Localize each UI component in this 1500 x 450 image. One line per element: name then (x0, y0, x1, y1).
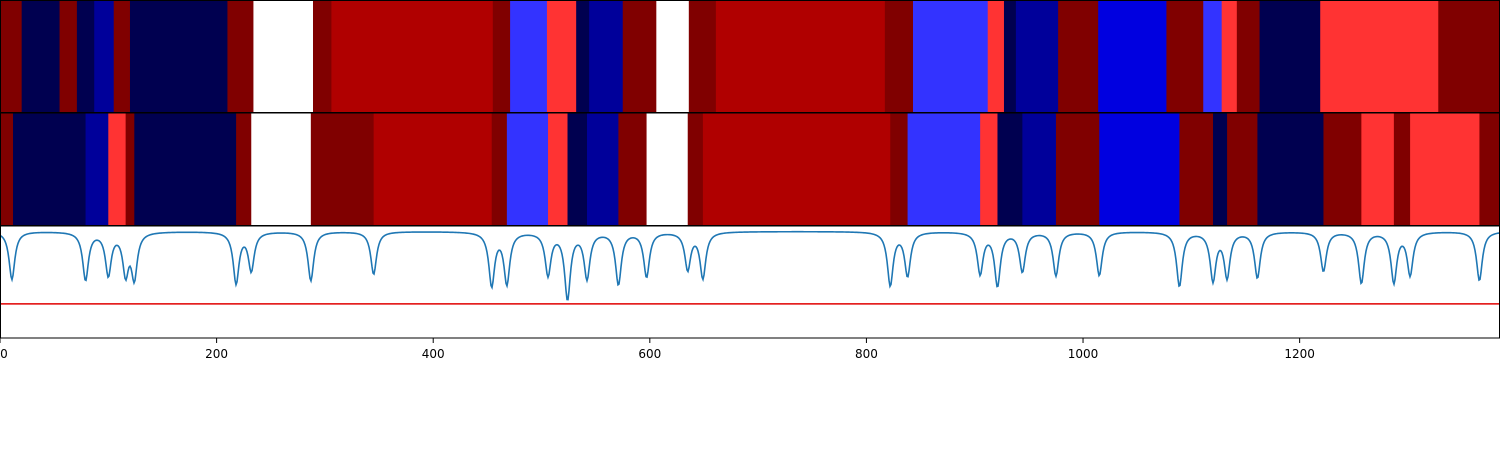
heatmap-cell-r2-27 (1179, 113, 1214, 225)
heatmap-cell-r2-31 (1323, 113, 1362, 225)
heatmap-cell-r2-28 (1212, 113, 1228, 225)
heatmap-cell-r1-15 (576, 0, 590, 112)
heatmap-cell-r1-4 (76, 0, 95, 112)
heatmap-cell-r1-2 (21, 0, 61, 112)
heatmap-cell-r2-14 (567, 113, 588, 225)
heatmap-cell-r2-1 (0, 113, 14, 225)
heatmap-cell-r2-12 (506, 113, 549, 225)
heatmap-cell-r2-10 (373, 113, 493, 225)
heatmap-cell-r1-17 (622, 0, 657, 112)
heatmap-cell-r2-18 (687, 113, 704, 225)
heatmap-cell-r2-24 (1022, 113, 1057, 225)
heatmap-cell-r2-16 (618, 113, 648, 225)
heatmap-cell-r1-18 (656, 0, 690, 112)
heatmap-cell-r1-14 (546, 0, 577, 112)
heatmap-cell-r2-4 (108, 113, 127, 225)
heatmap-cell-r2-34 (1410, 113, 1480, 225)
heatmap-cell-r2-33 (1393, 113, 1411, 225)
heatmap-cell-r1-5 (94, 0, 115, 112)
heatmap-cell-r2-13 (548, 113, 569, 225)
heatmap-cell-r1-24 (1003, 0, 1017, 112)
heatmap-cell-r2-8 (251, 113, 312, 225)
heatmap-cell-r1-21 (884, 0, 914, 112)
heatmap-cell-r2-17 (646, 113, 689, 225)
heatmap-cell-r1-12 (492, 0, 511, 112)
heatmap-cell-r2-20 (890, 113, 909, 225)
heatmap-cell-r1-8 (227, 0, 254, 112)
heatmap-cell-r2-23 (997, 113, 1023, 225)
x-tick-label: 400 (422, 347, 445, 361)
heatmap-cell-r1-32 (1259, 0, 1321, 112)
heatmap-cell-r1-11 (331, 0, 494, 112)
heatmap-cell-r2-25 (1055, 113, 1100, 225)
heatmap-cell-r1-25 (1015, 0, 1059, 112)
heatmap-cell-r2-5 (125, 113, 135, 225)
heatmap-cell-r1-16 (589, 0, 624, 112)
heatmap-cell-r1-29 (1203, 0, 1223, 112)
signal-line (0, 230, 1500, 301)
heatmap-cell-r2-21 (907, 113, 981, 225)
heatmap-cell-r2-22 (980, 113, 998, 225)
x-tick-label: 800 (855, 347, 878, 361)
heatmap-cell-r1-28 (1166, 0, 1204, 112)
heatmap-cell-r1-7 (129, 0, 228, 112)
heatmap-cell-r2-2 (12, 113, 87, 225)
heatmap-cell-r1-30 (1221, 0, 1238, 112)
signal-background (0, 226, 1500, 338)
heatmap-cell-r2-15 (587, 113, 619, 225)
heatmap-cell-r2-9 (310, 113, 375, 225)
heatmap-cell-r2-35 (1479, 113, 1500, 225)
heatmap-cell-r1-1 (0, 0, 23, 112)
heatmap-cell-r1-22 (912, 0, 989, 112)
heatmap-cell-r2-11 (491, 113, 508, 225)
signal-panel (0, 226, 1500, 338)
x-tick-label: 200 (205, 347, 228, 361)
heatmap-cell-r2-26 (1099, 113, 1180, 225)
heatmap-cell-r1-34 (1438, 0, 1500, 112)
x-tick-label: 600 (638, 347, 661, 361)
heatmap-cell-r1-23 (987, 0, 1005, 112)
heatmap-row-2 (0, 113, 1500, 225)
heatmap-cell-r1-27 (1098, 0, 1167, 112)
x-tick-label: 0 (0, 347, 8, 361)
x-axis: 0 200 400 600 800 1000 1200 (0, 338, 1315, 361)
heatmap-cell-r2-32 (1361, 113, 1395, 225)
heatmap-cell-r1-3 (59, 0, 78, 112)
x-tick-label: 1000 (1068, 347, 1099, 361)
heatmap-cell-r2-19 (702, 113, 891, 225)
heatmap-row-1 (0, 0, 1500, 112)
heatmap-cell-r1-33 (1320, 0, 1439, 112)
heatmap-cell-r1-10 (312, 0, 332, 112)
heatmap-cell-r1-20 (715, 0, 886, 112)
heatmap-cell-r1-6 (113, 0, 131, 112)
heatmap-cell-r1-31 (1236, 0, 1261, 112)
heatmap-cell-r2-29 (1227, 113, 1258, 225)
heatmap-cell-r2-6 (134, 113, 237, 225)
heatmap-cell-r1-26 (1058, 0, 1099, 112)
x-tick-label: 1200 (1284, 347, 1315, 361)
heatmap-cell-r1-13 (510, 0, 548, 112)
heatmap-cell-r2-3 (85, 113, 109, 225)
heatmap-cell-r2-30 (1257, 113, 1324, 225)
heatmap-cell-r1-9 (253, 0, 314, 112)
heatmap-cell-r1-19 (688, 0, 717, 112)
heatmap-cell-r2-7 (236, 113, 252, 225)
